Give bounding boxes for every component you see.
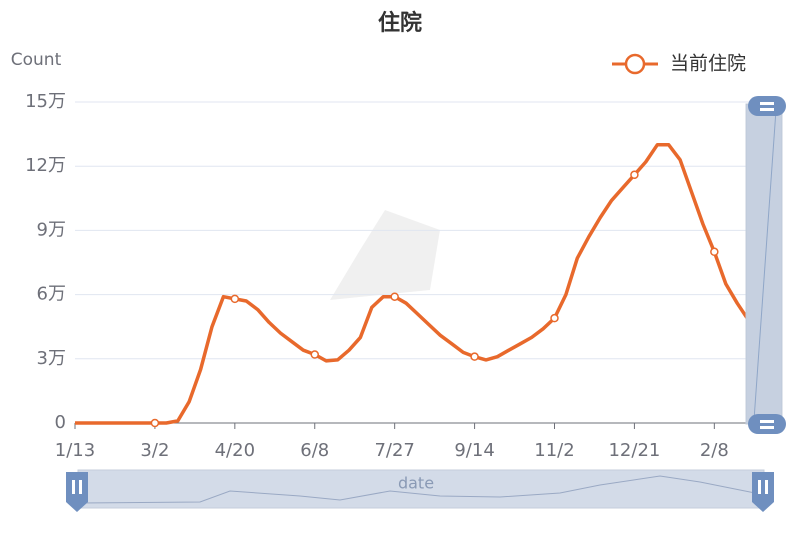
x-data-zoom[interactable]: date [66,469,774,512]
handle-grip [760,108,774,111]
series-line [75,143,762,425]
point-marker [310,350,319,359]
x-tick-label: 4/20 [215,440,255,461]
x-tick-label: 12/21 [608,440,660,461]
watermark [330,210,440,300]
point-marker [710,247,719,257]
point-marker [150,418,160,428]
x-tick-label: 7/27 [374,440,414,461]
x-tick-label: 3/2 [140,440,169,461]
y-data-zoom[interactable] [745,96,786,434]
zoom-handle[interactable] [748,414,786,434]
point-marker [550,313,559,323]
point-marker [230,294,240,304]
handle-grip [79,480,82,494]
y-tick-label: 9万 [37,219,66,240]
handle-grip [760,426,774,429]
x-tick-label: 6/8 [300,440,329,461]
point-marker [470,352,479,361]
legend-item[interactable]: 当前住院 [612,53,746,75]
zoom-handle[interactable] [748,96,786,116]
y-axis-label: Count [11,50,62,70]
handle-grip [760,102,774,105]
zoom-preview [753,109,777,421]
zoom-preview [79,475,761,504]
y-tick-label: 12万 [25,155,66,176]
legend-marker [624,53,646,75]
x-tick-label: 2/8 [700,440,729,461]
x-tick-label: 1/13 [55,440,95,461]
x-tick-label: 9/14 [454,440,494,461]
zoom-window [746,104,782,424]
y-tick-label: 3万 [37,348,66,369]
x-tick-label: 11/2 [534,440,574,461]
zoom-handle[interactable] [66,472,88,512]
handle-grip [72,480,75,494]
handle-grip [758,480,761,494]
y-tick-label: 15万 [25,91,66,112]
point-marker [630,170,639,180]
legend-label: 当前住院 [670,53,746,75]
zoom-handle[interactable] [752,472,774,512]
x-axis-label: date [398,474,434,493]
point-marker [390,292,399,301]
handle-grip [765,480,768,494]
y-tick-label: 6万 [37,284,66,305]
handle-grip [760,420,774,423]
chart-title: 住院 [378,10,422,36]
y-tick-label: 0 [55,412,66,433]
